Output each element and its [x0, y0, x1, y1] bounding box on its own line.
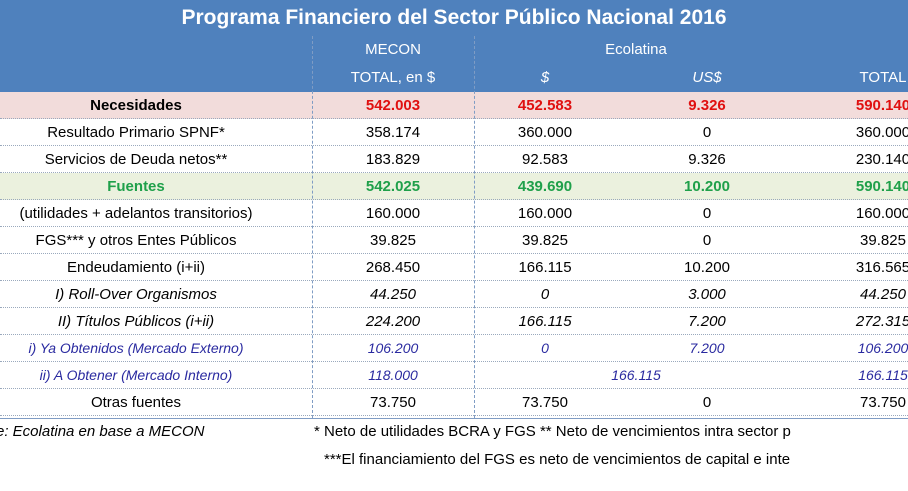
table-row: I) Roll-Over Organismos 44.250 0 3.000 44.25…: [0, 281, 908, 308]
row-value: 44.250: [860, 286, 906, 303]
row-value: 10.200: [684, 178, 730, 195]
source-note: e: Ecolatina en base a MECON: [0, 423, 205, 440]
row-label: FGS*** y otros Entes Públicos: [35, 232, 237, 249]
row-label: I) Roll-Over Organismos: [55, 286, 217, 303]
footnote-1: * Neto de utilidades BCRA y FGS ** Neto …: [314, 423, 791, 440]
header-mecon-total: TOTAL, en $: [350, 69, 436, 86]
row-value: 10.200: [684, 259, 730, 276]
row-value: 9.326: [688, 151, 726, 168]
table-title: Programa Financiero del Sector Público N…: [0, 0, 908, 36]
table-row: i) Ya Obtenidos (Mercado Externo) 106.200…: [0, 335, 908, 362]
row-value: 183.829: [365, 151, 421, 168]
row-value: 542.003: [365, 97, 421, 114]
row-value: 272.315: [855, 313, 908, 330]
row-value: 39.825: [860, 232, 906, 249]
row-label: Necesidades: [90, 97, 182, 114]
table-row: Endeudamiento (i+ii) 268.450 166.115 10.200…: [0, 254, 908, 281]
header-row-columns: TOTAL, en $ $ US$ TOTAL: [0, 64, 908, 92]
row-value: 7.200: [689, 340, 725, 356]
table-row: Servicios de Deuda netos** 183.829 92.583 9…: [0, 146, 908, 173]
row-value: 106.200: [857, 340, 908, 356]
row-value: 73.750: [370, 394, 416, 411]
row-value: 160.000: [517, 205, 573, 222]
row-value: 316.565: [855, 259, 908, 276]
row-value: 160.000: [365, 205, 421, 222]
row-value: 106.200: [367, 340, 419, 356]
row-label: Endeudamiento (i+ii): [67, 259, 205, 276]
row-label: Otras fuentes: [90, 394, 182, 411]
row-value: 0: [541, 340, 549, 356]
row-value: 118.000: [368, 367, 418, 383]
row-value: 166.115: [611, 367, 661, 383]
row-label: ii) A Obtener (Mercado Interno): [39, 367, 233, 383]
row-value: 7.200: [688, 313, 726, 330]
row-value: 166.115: [518, 259, 572, 276]
row-value: 0: [702, 394, 712, 411]
table-row: Otras fuentes 73.750 73.750 0 73.750: [0, 389, 908, 416]
row-value: 166.115: [858, 367, 908, 383]
column-divider: [474, 36, 475, 418]
row-label: (utilidades + adelantos transitorios): [19, 205, 253, 222]
row-label: II) Títulos Públicos (i+ii): [57, 313, 215, 330]
column-divider: [312, 36, 313, 418]
footnote-2: ***El financiamiento del FGS es neto de …: [324, 451, 791, 468]
row-value: 590.140: [855, 97, 908, 114]
row-label: Fuentes: [107, 178, 165, 195]
row-label: i) Ya Obtenidos (Mercado Externo): [28, 340, 244, 356]
row-value: 44.250: [370, 286, 416, 303]
table-row: Fuentes 542.025 439.690 10.200 590.140: [0, 173, 908, 200]
table-bottom-border: [0, 418, 908, 419]
row-value: 358.174: [365, 124, 421, 141]
row-value: 360.000: [855, 124, 908, 141]
row-value: 160.000: [855, 205, 908, 222]
header-row-groups: MECON Ecolatina: [0, 36, 908, 64]
header-dolares: US$: [692, 69, 722, 86]
table-row: FGS*** y otros Entes Públicos 39.825 39.82…: [0, 227, 908, 254]
row-value: 439.690: [517, 178, 573, 195]
header-total: TOTAL: [859, 69, 907, 86]
row-value: 268.450: [365, 259, 421, 276]
row-value: 3.000: [688, 286, 726, 303]
row-value: 590.140: [855, 178, 908, 195]
table-row: Resultado Primario SPNF* 358.174 360.000 0 3…: [0, 119, 908, 146]
row-value: 224.200: [365, 313, 421, 330]
table-row: Necesidades 542.003 452.583 9.326 590.140: [0, 92, 908, 119]
row-label: Servicios de Deuda netos**: [44, 151, 228, 168]
row-value: 73.750: [522, 394, 568, 411]
row-value: 0: [702, 205, 712, 222]
row-value: 0: [540, 286, 550, 303]
table-row: ii) A Obtener (Mercado Interno) 118.000 16…: [0, 362, 908, 389]
table-row: II) Títulos Públicos (i+ii) 224.200 166.11…: [0, 308, 908, 335]
header-mecon: MECON: [365, 41, 421, 58]
header-ecolatina: Ecolatina: [605, 41, 667, 58]
table-row: (utilidades + adelantos transitorios) 160…: [0, 200, 908, 227]
row-value: 0: [702, 124, 712, 141]
row-value: 452.583: [517, 97, 573, 114]
row-value: 230.140: [855, 151, 908, 168]
row-value: 542.025: [365, 178, 421, 195]
row-value: 166.115: [518, 313, 572, 330]
row-label: Resultado Primario SPNF*: [47, 124, 225, 141]
row-value: 73.750: [860, 394, 906, 411]
header-pesos: $: [540, 69, 550, 86]
row-value: 92.583: [522, 151, 568, 168]
row-value: 0: [702, 232, 712, 249]
row-value: 9.326: [688, 97, 726, 114]
row-value: 360.000: [517, 124, 573, 141]
row-value: 39.825: [522, 232, 568, 249]
row-value: 39.825: [370, 232, 416, 249]
